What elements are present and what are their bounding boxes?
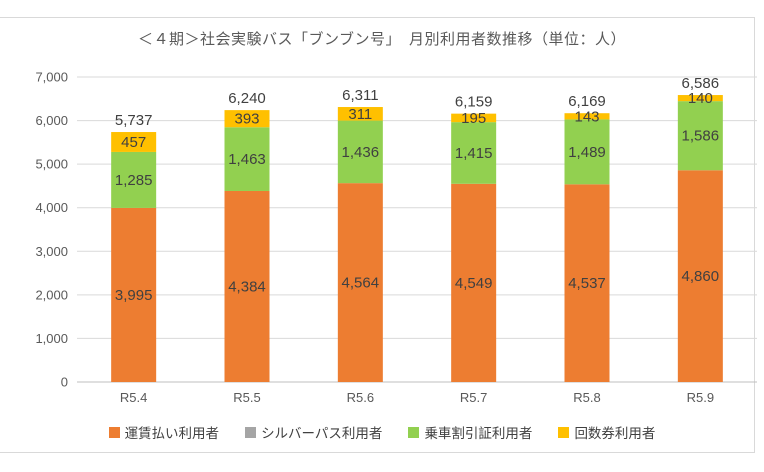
bar-segment-R5.6-series2 [337,120,383,184]
y-tick-label: 3,000 [35,244,68,259]
segment-label: 1,415 [455,145,493,162]
chart-title: ＜４期＞社会実験バス「ブンブン号」 月別利用者数推移（単位：人） [137,31,627,48]
legend-label: 乗車割引証利用者 [424,426,533,441]
segment-label: 140 [688,90,713,107]
y-tick-label: 5,000 [35,157,68,172]
segment-label: 4,537 [568,275,606,292]
x-axis-label: R5.8 [573,390,600,405]
segment-label: 3,995 [115,287,153,304]
total-label: 5,737 [115,112,153,129]
legend-label: シルバーパス利用者 [261,426,383,441]
legend-swatch-icon [408,426,420,438]
bar-segment-R5.9-series3 [677,95,723,102]
segment-label: 1,586 [682,128,720,145]
legend-swatch-icon [108,426,120,438]
segment-label: 393 [234,111,259,128]
x-axis-label: R5.4 [120,390,147,405]
legend-item-0: 運賃払い利用者 [108,422,220,442]
total-label: 6,586 [682,75,720,92]
bar-segment-R5.8-series0 [564,184,610,382]
y-tick-label: 6,000 [35,113,68,128]
segment-label: 4,564 [342,275,380,292]
legend-item-2: 乗車割引証利用者 [408,422,532,442]
bar-segment-R5.9-series0 [677,170,723,382]
segment-label: 1,489 [568,144,606,161]
legend-swatch-icon [245,426,257,438]
y-tick-label: 1,000 [35,331,68,346]
bar-segment-R5.4-series3 [111,132,157,152]
y-tick-label: 0 [61,375,68,390]
segment-label: 143 [574,108,599,125]
bar-segment-R5.5-series3 [224,110,270,128]
legend-label: 回数券利用者 [574,426,656,441]
bar-segment-R5.7-series3 [451,113,497,123]
x-axis-label: R5.5 [233,390,260,405]
segment-label: 4,860 [682,268,720,285]
segment-label: 4,384 [228,278,266,295]
legend-item-1: シルバーパス利用者 [245,422,382,442]
bar-segment-R5.5-series2 [224,127,270,191]
bar-segment-R5.5-series0 [224,190,270,382]
bar-segment-R5.4-series0 [111,207,157,382]
y-tick-label: 7,000 [35,70,68,85]
legend-label: 運賃払い利用者 [124,426,220,441]
legend-item-3: 回数券利用者 [558,422,655,442]
total-label: 6,159 [455,94,493,111]
segment-label: 457 [121,134,146,151]
total-label: 6,240 [228,90,266,107]
bar-segment-R5.7-series0 [451,183,497,382]
x-axis-label: R5.7 [460,390,487,405]
total-label: 6,311 [342,87,378,104]
legend: 運賃払い利用者 シルバーパス利用者 乗車割引証利用者 回数券利用者 [0,422,764,442]
total-label: 6,169 [568,93,606,110]
y-tick-label: 4,000 [35,200,68,215]
bar-segment-R5.4-series2 [111,151,157,208]
segment-label: 195 [461,110,486,127]
segment-label: 1,463 [228,151,266,168]
segment-label: 311 [348,106,372,123]
bar-segment-R5.6-series0 [337,183,383,382]
segment-label: 1,285 [115,172,153,189]
bar-segment-R5.8-series3 [564,113,610,120]
segment-label: 4,549 [455,275,493,292]
x-axis-label: R5.6 [347,390,374,405]
y-tick-label: 2,000 [35,287,68,302]
x-axis-label: R5.9 [687,390,714,405]
bar-segment-R5.6-series3 [337,107,383,121]
bar-segment-R5.9-series2 [677,101,723,171]
bar-segment-R5.8-series2 [564,119,610,185]
legend-swatch-icon [558,426,570,438]
bar-segment-R5.7-series2 [451,122,497,184]
segment-label: 1,436 [342,144,380,161]
